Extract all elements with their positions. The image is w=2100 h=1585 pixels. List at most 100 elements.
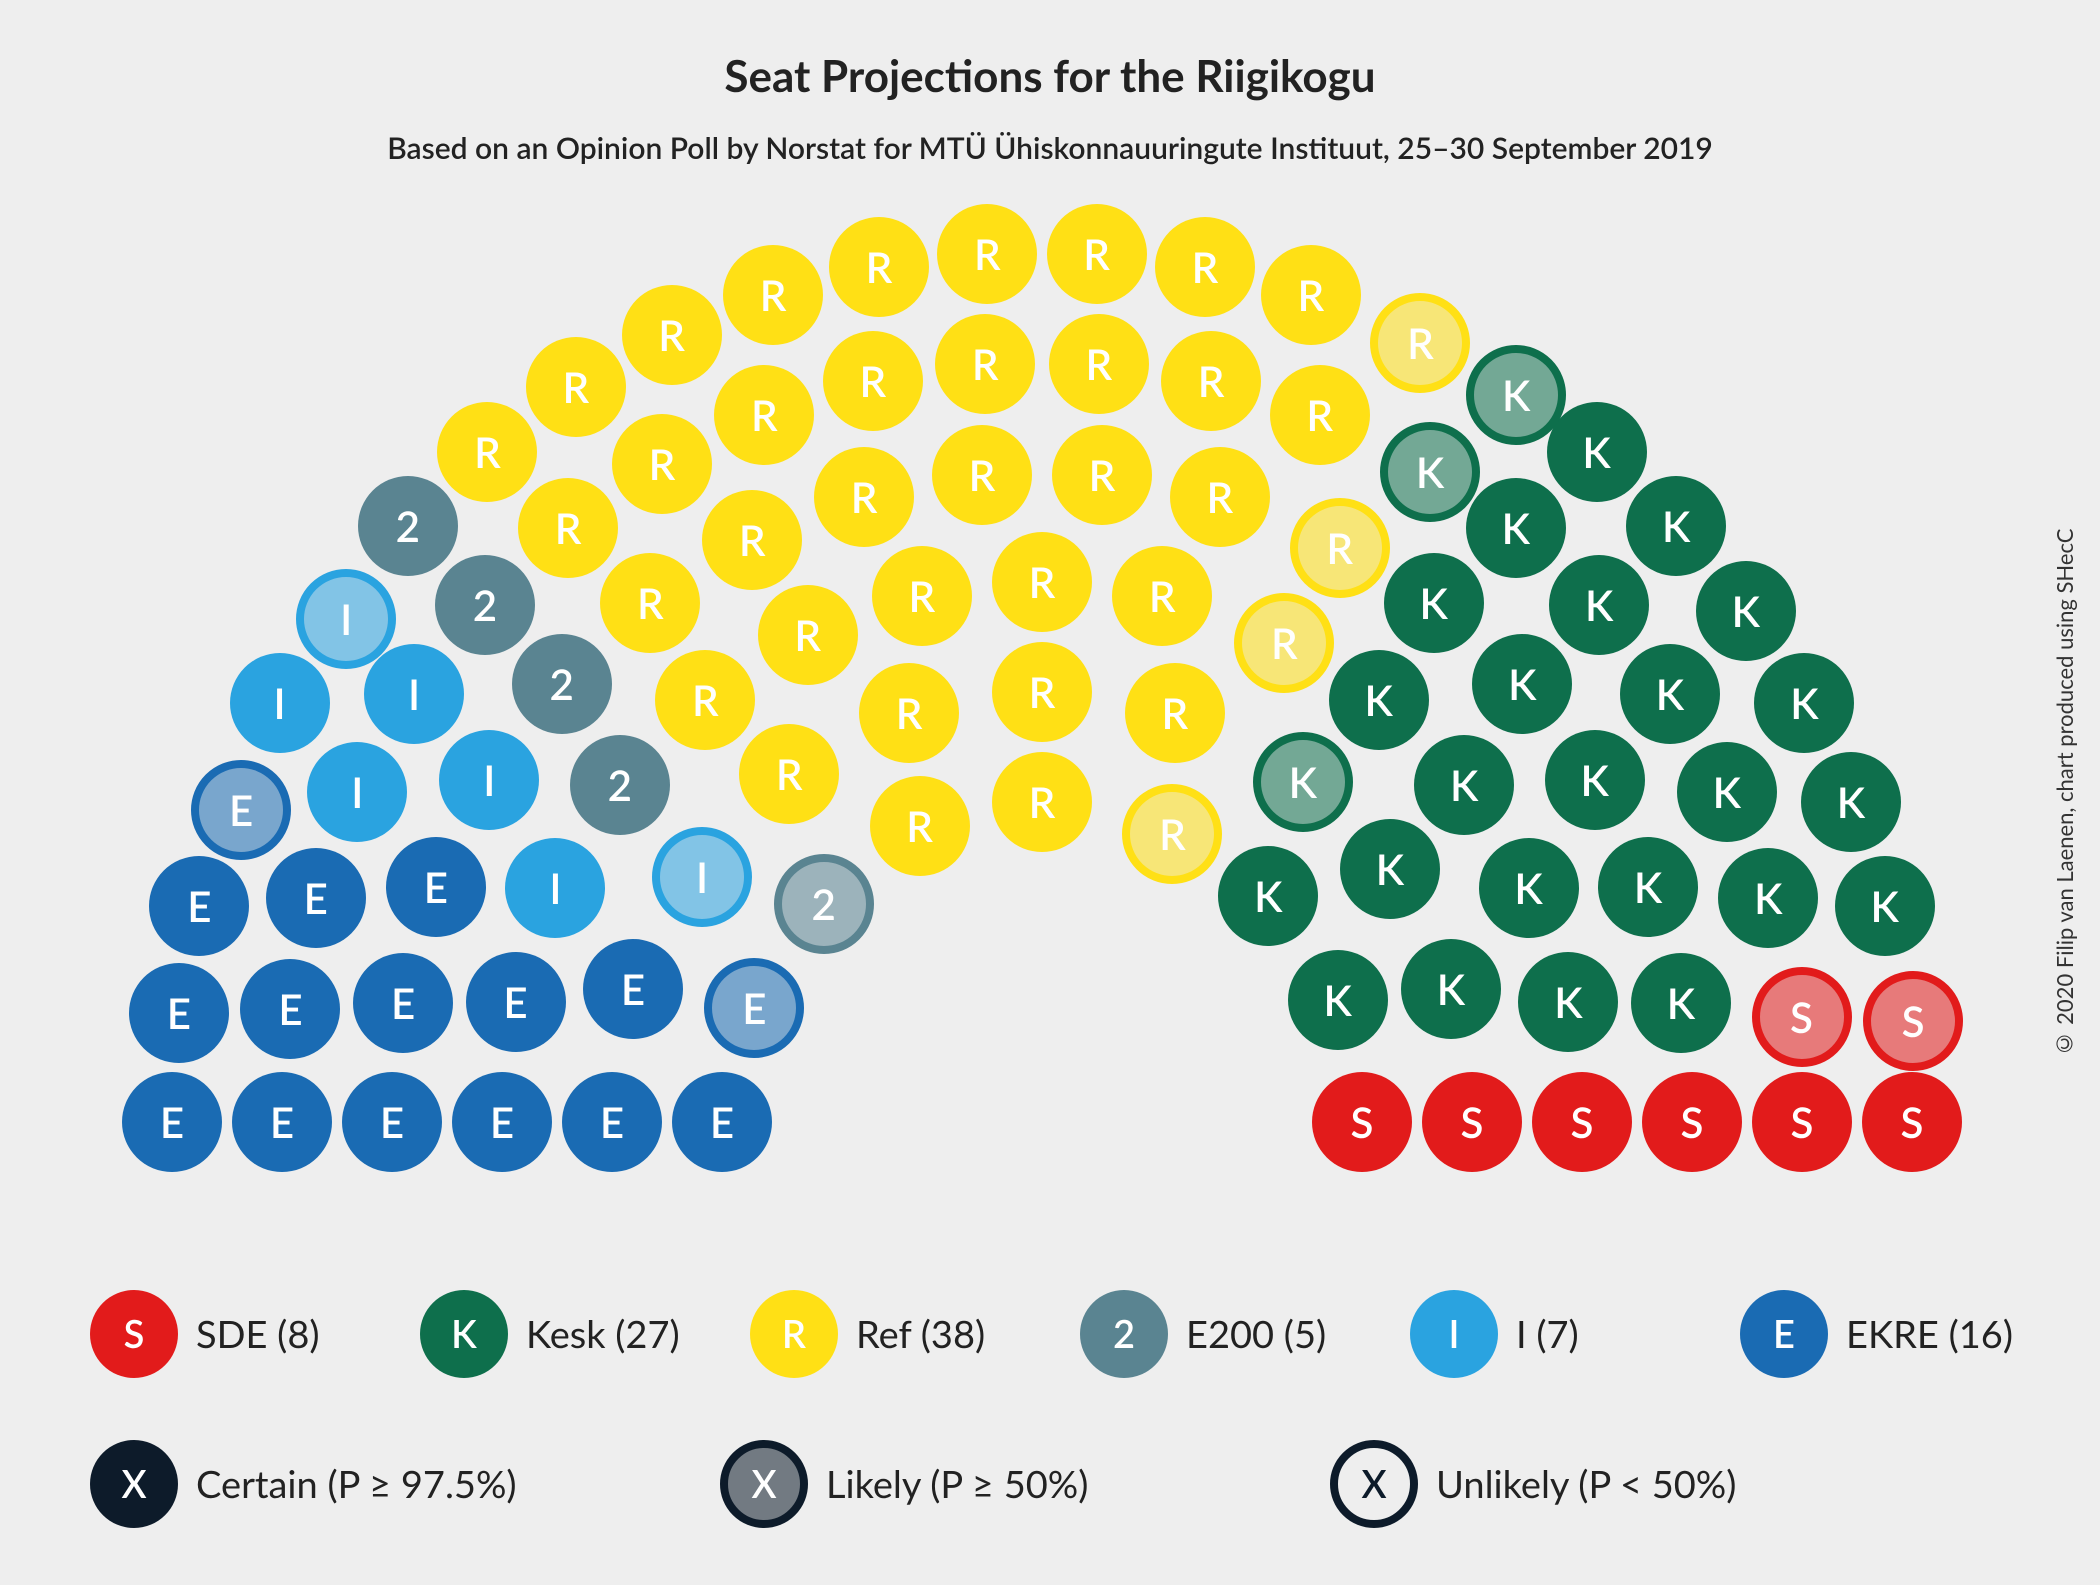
- legend-chip: X: [90, 1440, 178, 1528]
- seat-I: I: [364, 644, 464, 744]
- seat-R: R: [600, 553, 700, 653]
- seat-E: E: [342, 1072, 442, 1172]
- legend-label: Unlikely (P < 50%): [1436, 1461, 1736, 1507]
- seat-R: R: [1234, 593, 1334, 693]
- seat-E: E: [191, 760, 291, 860]
- seat-2: 2: [570, 735, 670, 835]
- legend-certainty-certain: X Certain (P ≥ 97.5%): [90, 1440, 517, 1528]
- seat-I: I: [307, 742, 407, 842]
- seat-R: R: [992, 532, 1092, 632]
- seat-S: S: [1862, 1072, 1962, 1172]
- seat-R: R: [1112, 546, 1212, 646]
- seat-E: E: [704, 958, 804, 1058]
- seat-K: K: [1466, 345, 1566, 445]
- seat-2: 2: [512, 634, 612, 734]
- seat-R: R: [1270, 365, 1370, 465]
- seat-R: R: [714, 365, 814, 465]
- seat-R: R: [1370, 293, 1470, 393]
- seat-K: K: [1801, 752, 1901, 852]
- seat-K: K: [1329, 650, 1429, 750]
- legend-label: EKRE (16): [1846, 1311, 2013, 1357]
- seat-E: E: [240, 959, 340, 1059]
- seat-R: R: [702, 490, 802, 590]
- seat-K: K: [1380, 422, 1480, 522]
- seat-S: S: [1532, 1072, 1632, 1172]
- seat-R: R: [723, 245, 823, 345]
- legend-label: Likely (P ≥ 50%): [826, 1461, 1088, 1507]
- seat-K: K: [1631, 953, 1731, 1053]
- seat-R: R: [1049, 314, 1149, 414]
- seat-E: E: [149, 856, 249, 956]
- seat-E: E: [562, 1072, 662, 1172]
- seat-K: K: [1549, 555, 1649, 655]
- chart-subtitle: Based on an Opinion Poll by Norstat for …: [0, 130, 2100, 166]
- seat-K: K: [1835, 856, 1935, 956]
- seat-K: K: [1626, 476, 1726, 576]
- seat-K: K: [1547, 402, 1647, 502]
- seat-I: I: [230, 653, 330, 753]
- seat-R: R: [1125, 663, 1225, 763]
- chart-credit: © 2020 Filip van Laenen, chart produced …: [2051, 528, 2078, 1057]
- seat-I: I: [439, 730, 539, 830]
- seat-K: K: [1677, 742, 1777, 842]
- legend-party-kesk: KKesk (27): [420, 1290, 680, 1378]
- seat-K: K: [1253, 732, 1353, 832]
- legend-party-i: II (7): [1410, 1290, 1579, 1378]
- seat-K: K: [1218, 846, 1318, 946]
- seat-K: K: [1466, 478, 1566, 578]
- seat-R: R: [739, 724, 839, 824]
- seat-R: R: [992, 752, 1092, 852]
- seat-I: I: [296, 569, 396, 669]
- legend-chip: E: [1740, 1290, 1828, 1378]
- seat-R: R: [1122, 784, 1222, 884]
- seat-R: R: [872, 546, 972, 646]
- seat-K: K: [1545, 730, 1645, 830]
- seat-E: E: [232, 1072, 332, 1172]
- seat-E: E: [452, 1072, 552, 1172]
- legend-chip: R: [750, 1290, 838, 1378]
- legend-certainty-unlikely: XUnlikely (P < 50%): [1330, 1440, 1736, 1528]
- seat-K: K: [1401, 939, 1501, 1039]
- seat-K: K: [1479, 838, 1579, 938]
- seat-R: R: [992, 642, 1092, 742]
- seat-R: R: [859, 663, 959, 763]
- legend-label: Kesk (27): [526, 1311, 680, 1357]
- legend-label: Certain (P ≥ 97.5%): [196, 1461, 517, 1507]
- seat-R: R: [935, 314, 1035, 414]
- legend-chip: S: [90, 1290, 178, 1378]
- seat-R: R: [829, 217, 929, 317]
- legend-party-ekre: E EKRE (16): [1740, 1290, 2013, 1378]
- seat-R: R: [1155, 217, 1255, 317]
- seat-R: R: [870, 776, 970, 876]
- seat-E: E: [466, 952, 566, 1052]
- seat-S: S: [1642, 1072, 1742, 1172]
- seat-R: R: [814, 447, 914, 547]
- legend-party-e200: 2E200 (5): [1080, 1290, 1326, 1378]
- seat-E: E: [129, 963, 229, 1063]
- seat-R: R: [937, 204, 1037, 304]
- seat-E: E: [386, 837, 486, 937]
- seat-R: R: [1290, 498, 1390, 598]
- legend-label: E200 (5): [1186, 1311, 1326, 1357]
- legend-chip: X: [720, 1440, 808, 1528]
- seat-K: K: [1754, 653, 1854, 753]
- seat-R: R: [437, 402, 537, 502]
- seat-R: R: [612, 414, 712, 514]
- seat-R: R: [758, 585, 858, 685]
- seat-K: K: [1384, 553, 1484, 653]
- seat-S: S: [1422, 1072, 1522, 1172]
- seat-R: R: [518, 478, 618, 578]
- legend-label: SDE (8): [196, 1311, 320, 1357]
- seat-R: R: [1052, 425, 1152, 525]
- seat-E: E: [266, 848, 366, 948]
- legend-party-sde: S SDE (8): [90, 1290, 320, 1378]
- seat-S: S: [1752, 1072, 1852, 1172]
- seat-I: I: [505, 838, 605, 938]
- seat-K: K: [1696, 561, 1796, 661]
- legend-chip: I: [1410, 1290, 1498, 1378]
- seat-R: R: [1161, 331, 1261, 431]
- seat-2: 2: [435, 555, 535, 655]
- seat-2: 2: [358, 476, 458, 576]
- seat-K: K: [1472, 634, 1572, 734]
- seat-R: R: [1170, 447, 1270, 547]
